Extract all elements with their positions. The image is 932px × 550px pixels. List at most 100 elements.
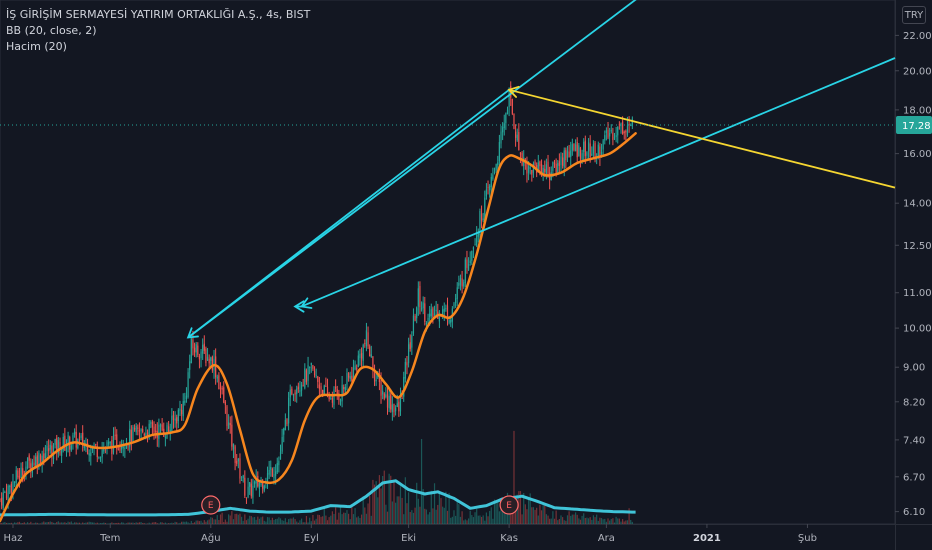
volume-indicator-label[interactable]: Hacim (20) bbox=[6, 40, 67, 53]
volume-bar bbox=[493, 499, 496, 524]
y-tick-label: 22.00 bbox=[903, 31, 932, 42]
volume-bar bbox=[459, 516, 462, 524]
candle-body bbox=[617, 126, 619, 136]
volume-bar bbox=[552, 511, 554, 524]
candle-body bbox=[252, 485, 254, 498]
candle-body bbox=[562, 157, 564, 166]
symbol-title[interactable]: İŞ GİRİŞİM SERMAYESİ YATIRIM ORTAKLIĞI A… bbox=[6, 8, 311, 21]
bb-indicator-label[interactable]: BB (20, close, 2) bbox=[6, 24, 97, 37]
candle-body bbox=[391, 404, 393, 412]
volume-bar bbox=[250, 516, 252, 524]
candle-body bbox=[30, 463, 32, 471]
candle-body bbox=[432, 308, 434, 318]
volume-bar bbox=[192, 523, 194, 524]
candle-body bbox=[375, 379, 377, 382]
volume-bar bbox=[46, 522, 48, 524]
candle-body bbox=[57, 440, 59, 454]
volume-bar bbox=[291, 518, 293, 524]
volume-bar bbox=[599, 517, 601, 524]
candle-body bbox=[193, 347, 196, 353]
earnings-marker-circle bbox=[499, 495, 519, 515]
volume-bar bbox=[474, 512, 476, 524]
candle-body bbox=[119, 447, 121, 451]
volume-bar bbox=[445, 491, 447, 524]
candle-body bbox=[190, 338, 192, 364]
candle-body bbox=[414, 315, 416, 321]
volume-bar bbox=[4, 522, 6, 524]
candle-body bbox=[472, 247, 475, 250]
volume-bar bbox=[292, 517, 295, 524]
candle-body bbox=[565, 149, 567, 161]
candle-body bbox=[318, 384, 321, 389]
volume-bar bbox=[382, 476, 384, 524]
candle-body bbox=[236, 460, 238, 464]
earnings-marker-label: E bbox=[506, 501, 512, 511]
candle-body bbox=[592, 144, 595, 154]
candle-body bbox=[109, 441, 111, 443]
candle-body bbox=[297, 386, 299, 390]
candle-body bbox=[43, 453, 45, 461]
candle-body bbox=[310, 362, 312, 365]
y-tick-label: 12.50 bbox=[903, 241, 932, 252]
candle-body bbox=[602, 140, 604, 150]
volume-bar bbox=[390, 475, 392, 524]
volume-bar bbox=[513, 430, 515, 524]
candle-body bbox=[317, 376, 319, 382]
y-tick-label: 6.10 bbox=[903, 507, 925, 518]
y-tick-label: 11.00 bbox=[903, 288, 932, 299]
candle-body bbox=[344, 387, 346, 391]
candle-body bbox=[574, 144, 577, 152]
volume-bar bbox=[630, 519, 632, 524]
volume-bar bbox=[476, 508, 478, 524]
candle-body bbox=[153, 426, 155, 433]
volume-bar bbox=[425, 509, 428, 524]
volume-bar bbox=[322, 516, 324, 524]
candle-body bbox=[176, 417, 178, 424]
volume-bar bbox=[62, 522, 64, 524]
candle-body bbox=[404, 361, 406, 379]
volume-bar bbox=[159, 522, 162, 524]
candle-body bbox=[531, 170, 533, 175]
volume-bar bbox=[1, 523, 3, 524]
candle-body bbox=[239, 458, 241, 479]
last-price-label: 17.28 bbox=[902, 121, 931, 132]
volume-bar bbox=[65, 522, 68, 524]
candle-body bbox=[268, 469, 270, 475]
candle-body bbox=[461, 278, 463, 287]
earnings-marker[interactable]: E bbox=[201, 495, 221, 515]
volume-bar bbox=[43, 521, 45, 524]
currency-badge[interactable]: TRY bbox=[902, 6, 926, 24]
volume-bar bbox=[228, 514, 230, 524]
candle-body bbox=[31, 461, 34, 473]
volume-bar bbox=[544, 502, 546, 524]
candle-body bbox=[309, 366, 311, 368]
volume-bar bbox=[605, 521, 607, 524]
volume-bar bbox=[623, 521, 625, 524]
volume-bar bbox=[82, 522, 84, 524]
volume-bar bbox=[232, 519, 235, 524]
candle-body bbox=[511, 99, 513, 114]
candle-body bbox=[364, 343, 366, 344]
volume-bar bbox=[391, 501, 393, 524]
candle-body bbox=[419, 285, 421, 308]
volume-bar bbox=[195, 520, 197, 524]
volume-bar bbox=[302, 522, 304, 524]
candle-body bbox=[145, 432, 147, 438]
candle-body bbox=[96, 446, 98, 458]
chart-legend: İŞ GİRİŞİM SERMAYESİ YATIRIM ORTAKLIĞI A… bbox=[6, 7, 310, 55]
volume-bar bbox=[219, 514, 222, 524]
candle-body bbox=[354, 365, 356, 370]
earnings-marker[interactable]: E bbox=[499, 495, 519, 515]
volume-bar bbox=[236, 513, 238, 524]
volume-bar bbox=[67, 521, 69, 524]
candle-body bbox=[464, 259, 466, 283]
candle-body bbox=[26, 457, 29, 468]
volume-ma-line bbox=[0, 479, 636, 517]
volume-bar bbox=[69, 522, 71, 524]
volume-bar bbox=[7, 522, 9, 524]
candle-body bbox=[20, 467, 22, 478]
candle-body bbox=[445, 308, 447, 310]
candle-body bbox=[552, 162, 554, 171]
volume-bar bbox=[502, 508, 504, 524]
